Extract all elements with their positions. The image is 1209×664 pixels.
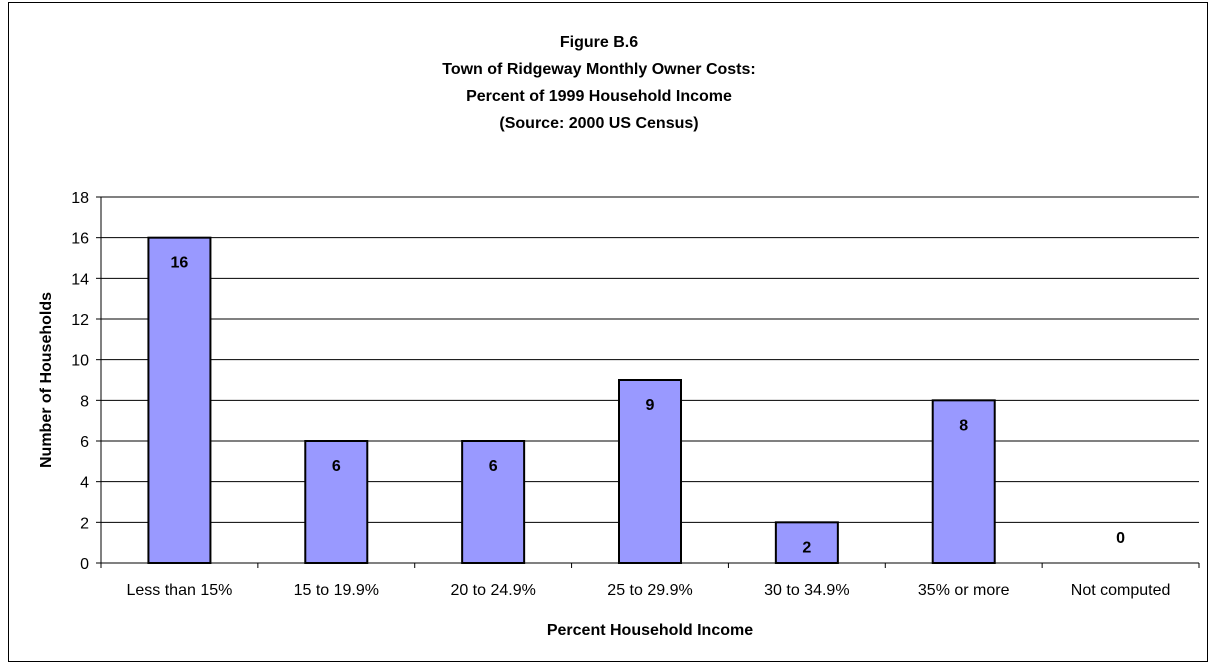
data-label: 6 (332, 458, 341, 475)
y-tick-label: 18 (71, 190, 89, 207)
bar-chart: Figure B.6 Town of Ridgeway Monthly Owne… (9, 3, 1207, 661)
y-tick-label: 14 (71, 271, 89, 288)
data-label: 6 (489, 458, 498, 475)
data-label: 16 (171, 255, 189, 272)
chart-title-line: Town of Ridgeway Monthly Owner Costs: (442, 61, 755, 78)
x-tick-label: 25 to 29.9% (607, 582, 692, 599)
data-label: 0 (1116, 530, 1125, 547)
y-tick-label: 6 (80, 434, 89, 451)
chart-title: Figure B.6 Town of Ridgeway Monthly Owne… (442, 34, 755, 132)
chart-title-line: Percent of 1999 Household Income (466, 88, 732, 105)
data-label: 8 (959, 417, 968, 434)
data-label: 2 (802, 539, 811, 556)
bar (148, 238, 210, 563)
x-tick-label: Less than 15% (126, 582, 232, 599)
x-tick-label: 30 to 34.9% (764, 582, 849, 599)
chart-title-line: (Source: 2000 US Census) (499, 115, 698, 132)
chart-title-line: Figure B.6 (560, 34, 638, 51)
y-tick-label: 10 (71, 353, 89, 370)
y-tick-label: 2 (80, 515, 89, 532)
y-axis-title: Number of Households (38, 292, 55, 468)
y-tick-label: 0 (80, 556, 89, 573)
y-tick-label: 8 (80, 393, 89, 410)
x-tick-label: 20 to 24.9% (450, 582, 535, 599)
x-tick-label: 35% or more (918, 582, 1010, 599)
chart-frame: Figure B.6 Town of Ridgeway Monthly Owne… (8, 2, 1208, 662)
x-tick-label: 15 to 19.9% (294, 582, 379, 599)
x-axis-title: Percent Household Income (547, 622, 753, 639)
y-tick-label: 16 (71, 231, 89, 248)
y-tick-label: 12 (71, 312, 89, 329)
x-tick-label: Not computed (1071, 582, 1171, 599)
y-tick-label: 4 (80, 475, 89, 492)
data-label: 9 (646, 397, 655, 414)
